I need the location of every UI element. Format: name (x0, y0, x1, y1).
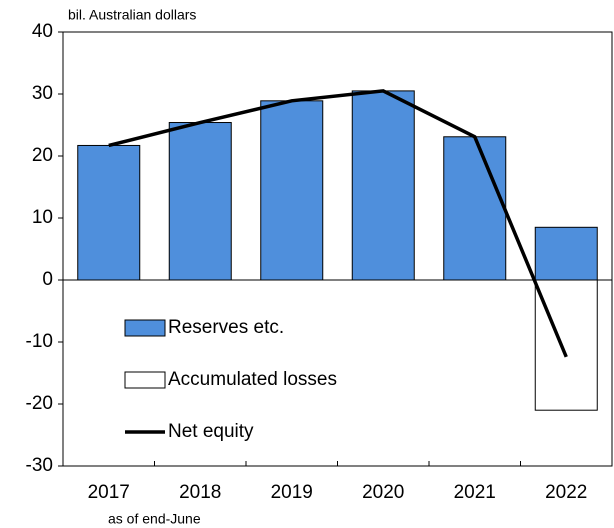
plot-frame (62, 31, 613, 467)
y-tick-label: 40 (32, 21, 53, 42)
y-axis-label: bil. Australian dollars (68, 7, 196, 23)
bar (443, 136, 507, 281)
bar (260, 100, 324, 281)
y-tick-label: 10 (32, 207, 53, 228)
bar (77, 144, 141, 281)
line (108, 89, 568, 358)
legend-swatch (124, 371, 166, 389)
x-tick-label: 2020 (362, 482, 404, 503)
x-axis-label: as of end-June (108, 511, 201, 527)
y-tick-label: -10 (26, 331, 53, 352)
legend-label: Accumulated losses (168, 369, 337, 390)
y-tick-label: -30 (26, 455, 53, 476)
y-tick-label: 30 (32, 83, 53, 104)
legend-label: Reserves etc. (168, 317, 284, 338)
y-tick-label: 20 (32, 145, 53, 166)
bar (534, 279, 598, 411)
x-tick-label: 2017 (88, 482, 130, 503)
x-tick-label: 2022 (545, 482, 587, 503)
y-tick-label: -20 (26, 393, 53, 414)
legend-label: Net equity (168, 421, 254, 442)
legend-swatch (124, 319, 166, 337)
bar (534, 226, 598, 281)
x-tick-label: 2019 (271, 482, 313, 503)
y-tick-label: 0 (42, 269, 53, 290)
x-tick-label: 2018 (179, 482, 221, 503)
bar (351, 90, 415, 281)
x-tick-label: 2021 (454, 482, 496, 503)
bar (168, 122, 232, 281)
